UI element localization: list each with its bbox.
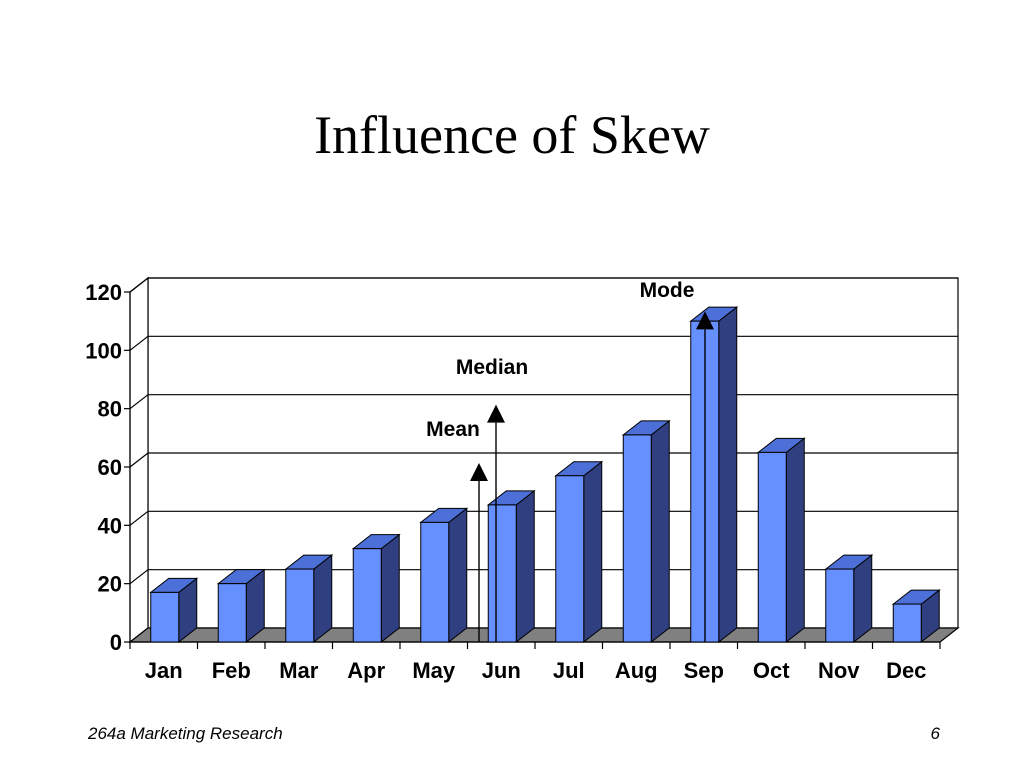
bar-jan	[150, 591, 180, 643]
y-tick-label: 60	[98, 455, 122, 480]
gridline	[129, 335, 958, 351]
bar-side-may	[448, 507, 468, 644]
bar-may	[420, 521, 450, 643]
bar-jul	[555, 475, 585, 643]
x-tick-label: Jun	[482, 658, 521, 683]
bar-feb	[217, 583, 247, 643]
x-tick-label: Jul	[553, 658, 585, 683]
gridline	[129, 569, 958, 585]
annotation-label-median: Median	[456, 356, 528, 379]
x-tick-label: Feb	[212, 658, 251, 683]
bar-apr	[352, 548, 382, 643]
bar-side-jul	[583, 460, 603, 644]
x-tick-label: Aug	[615, 658, 658, 683]
bar-side-apr	[380, 533, 400, 644]
bar-nov	[825, 568, 855, 643]
x-tick-label: Mar	[279, 658, 319, 683]
y-tick-label: 40	[98, 513, 122, 538]
bar-side-jun	[515, 489, 535, 644]
annotation-arrowhead-mean	[470, 463, 488, 481]
bar-mar	[285, 568, 315, 643]
bar-oct	[757, 451, 787, 643]
bar-side-nov	[853, 554, 873, 644]
gridline	[129, 277, 958, 293]
y-tick-label: 120	[85, 280, 122, 305]
bar-side-sep	[718, 306, 738, 644]
bar-side-mar	[313, 554, 333, 644]
x-tick-label: May	[412, 658, 456, 683]
page-number: 6	[930, 724, 940, 743]
y-tick-label: 0	[110, 630, 122, 655]
gridline	[129, 452, 958, 468]
annotation-label-mode: Mode	[640, 279, 695, 302]
annotation-arrowhead-median	[487, 404, 505, 423]
gridline	[129, 394, 958, 410]
bar-side-aug	[650, 419, 670, 644]
x-tick-label: Dec	[886, 658, 926, 683]
bar-dec	[892, 603, 922, 643]
y-tick-label: 100	[85, 338, 122, 363]
x-tick-label: Sep	[684, 658, 724, 683]
y-tick-label: 20	[98, 572, 122, 597]
x-tick-label: Oct	[753, 658, 790, 683]
bar-side-oct	[785, 437, 805, 644]
y-tick-label: 80	[98, 397, 122, 422]
footer-course-name: 264a Marketing Research	[88, 724, 283, 743]
slide-title: Influence of Skew	[314, 105, 710, 165]
x-tick-label: Apr	[347, 658, 385, 683]
gridline	[129, 510, 958, 526]
annotation-arrowhead-mode	[696, 311, 714, 330]
annotation-label-mean: Mean	[426, 418, 480, 441]
x-tick-label: Nov	[818, 658, 860, 683]
bar-jun	[487, 504, 517, 643]
bar-aug	[622, 434, 652, 643]
x-tick-label: Jan	[145, 658, 183, 683]
